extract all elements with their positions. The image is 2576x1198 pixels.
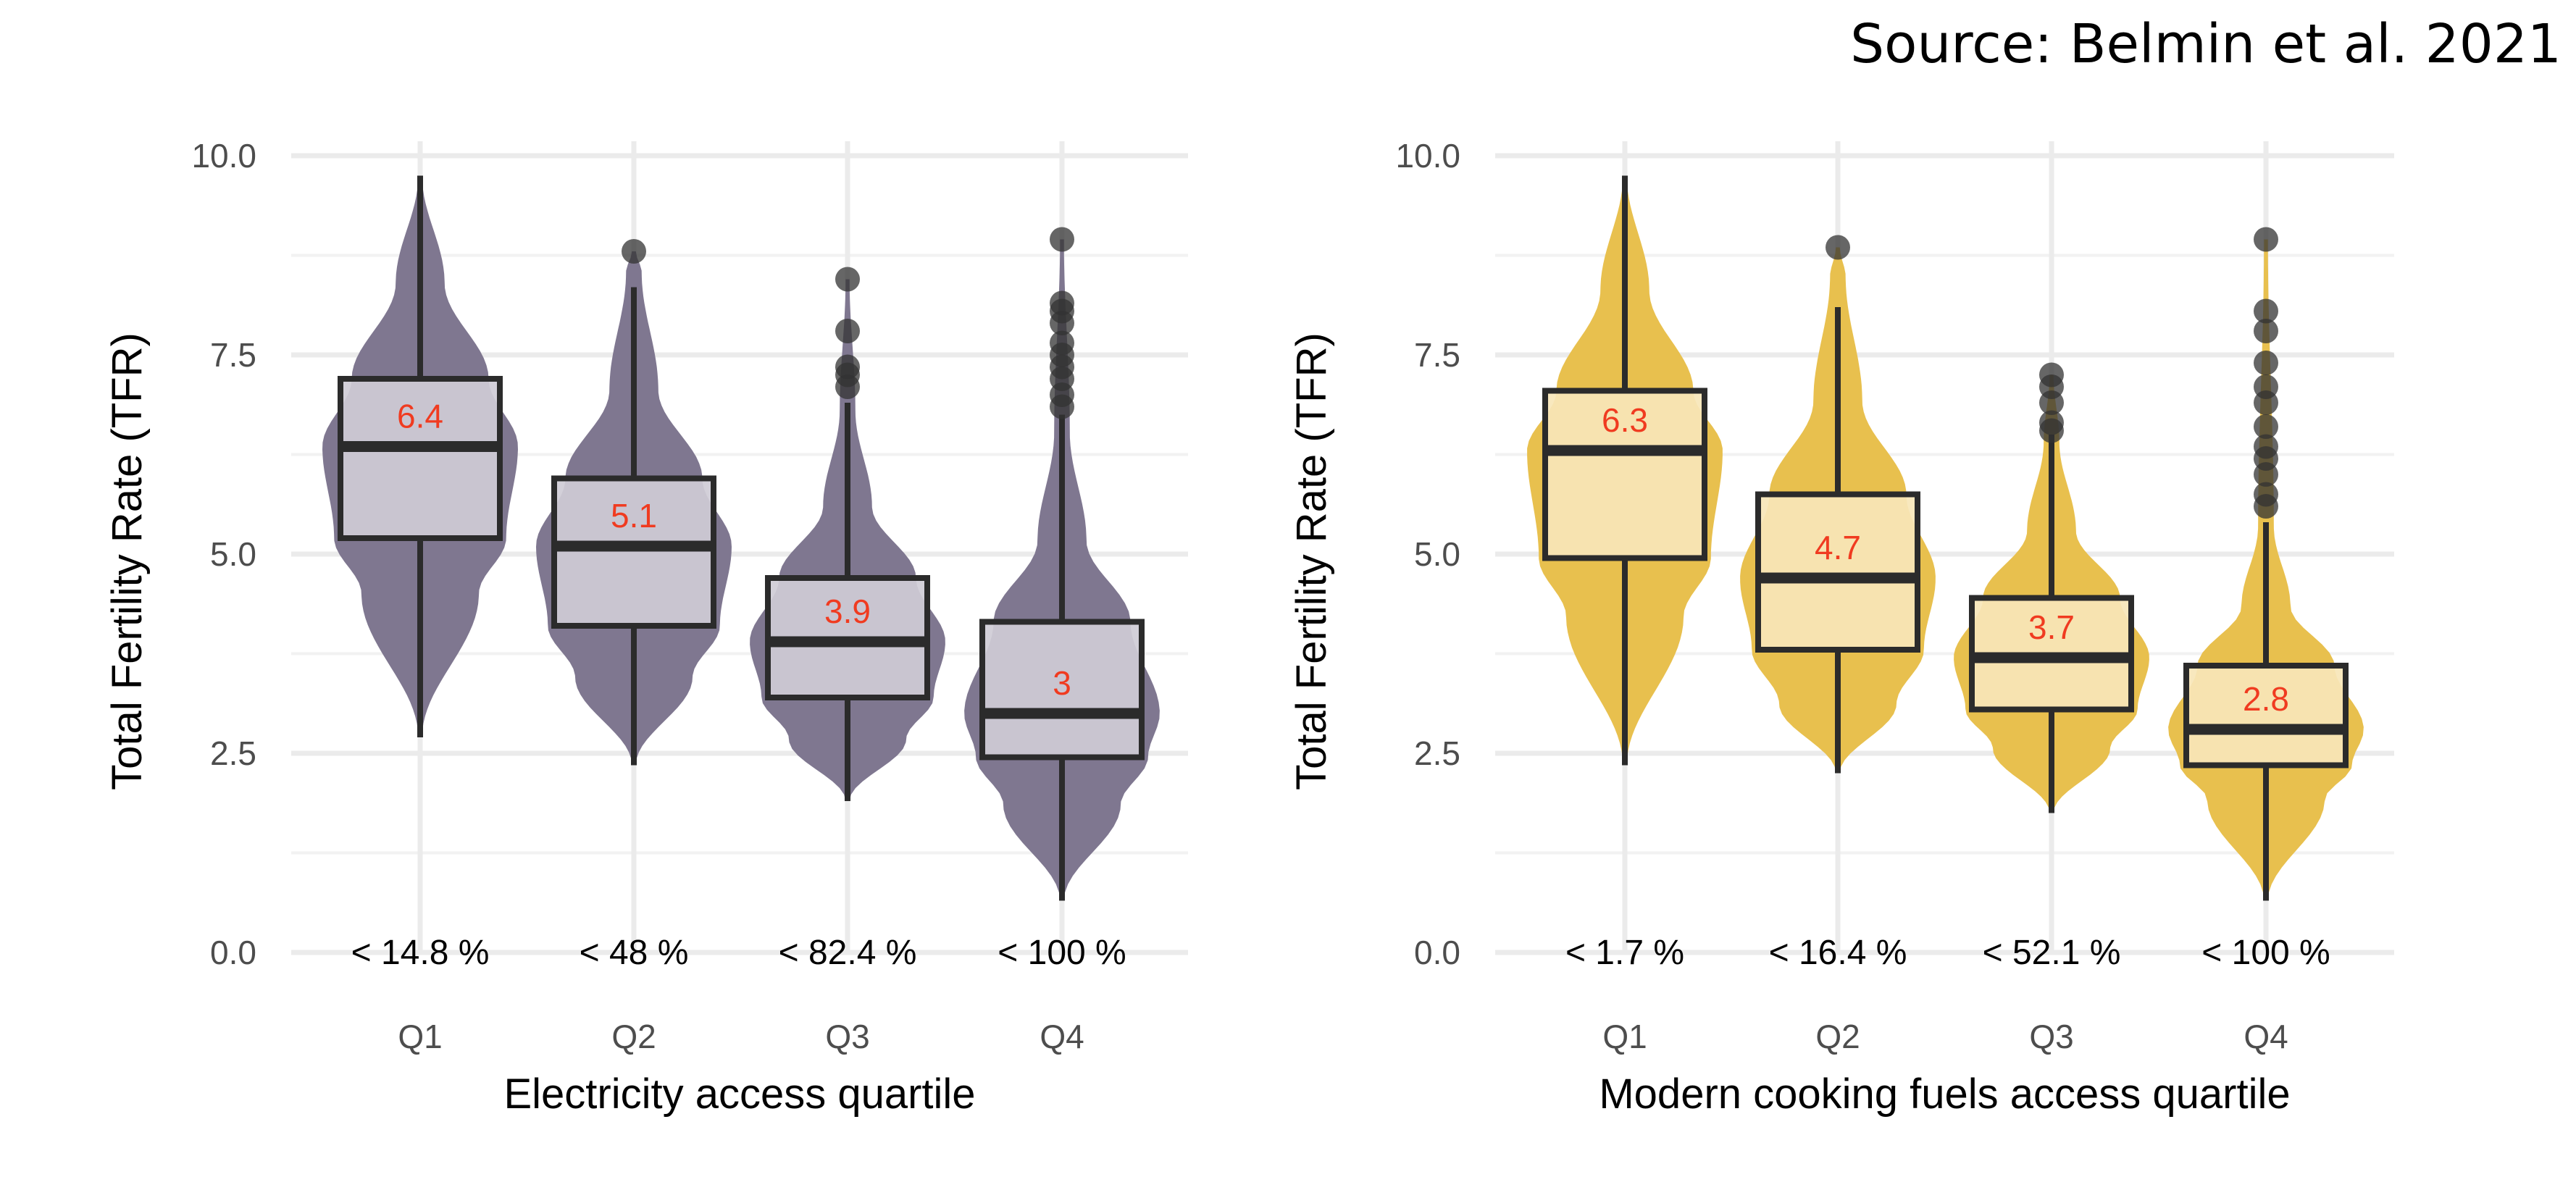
y-tick-label: 0.0 — [210, 934, 256, 971]
outlier-point — [2254, 434, 2278, 459]
outlier-point — [2254, 351, 2278, 375]
y-tick-label: 7.5 — [1414, 336, 1460, 374]
x-tick-label: Q2 — [611, 1018, 656, 1055]
x-axis-title: Modern cooking fuels access quartile — [1599, 1071, 2290, 1118]
outlier-point — [835, 354, 860, 380]
outlier-point — [2254, 482, 2278, 507]
median-value-label: 6.3 — [1602, 401, 1648, 439]
median-value-label: 3.7 — [2028, 608, 2075, 646]
violin-group-Q2: 4.7 < 16.4 % Q2 — [1740, 235, 1936, 1055]
outlier-point — [2254, 298, 2278, 324]
x-tick-label: Q1 — [1602, 1018, 1647, 1055]
y-tick-label: 10.0 — [1395, 137, 1460, 175]
outlier-point — [2254, 319, 2278, 343]
y-tick-label: 0.0 — [1414, 934, 1460, 971]
x-tick-label: Q3 — [825, 1018, 869, 1055]
outlier-point — [2254, 414, 2278, 439]
y-tick-label: 10.0 — [191, 137, 256, 175]
box — [1542, 388, 1707, 561]
quartile-range-label: < 100 % — [998, 934, 1126, 972]
quartile-range-label: < 100 % — [2201, 934, 2330, 972]
box — [551, 475, 716, 629]
outlier-point — [1050, 290, 1074, 316]
quartile-range-label: < 52.1 % — [1983, 934, 2121, 972]
quartile-range-label: < 14.8 % — [351, 934, 490, 972]
outlier-point — [622, 239, 646, 264]
violin-group-Q1: 6.4 < 14.8 % Q1 — [322, 175, 518, 1055]
outlier-point — [2254, 374, 2278, 399]
median-value-label: 2.8 — [2243, 680, 2289, 718]
quartile-range-label: < 16.4 % — [1769, 934, 1907, 972]
x-tick-label: Q2 — [1815, 1018, 1860, 1055]
violin-group-Q4: 2.8 < 100 % Q4 — [2168, 227, 2364, 1055]
outlier-point — [1050, 330, 1074, 356]
y-axis-title: Total Fertility Rate (TFR) — [104, 332, 151, 790]
x-tick-label: Q1 — [398, 1018, 442, 1055]
outlier-point — [1826, 235, 1850, 260]
median-value-label: 6.4 — [397, 398, 443, 435]
quartile-range-label: < 48 % — [580, 934, 689, 972]
x-tick-label: Q3 — [2029, 1018, 2073, 1055]
violin-group-Q1: 6.3 < 1.7 % Q1 — [1527, 175, 1723, 1055]
box — [338, 376, 503, 541]
y-tick-label: 5.0 — [210, 535, 256, 573]
outlier-point — [835, 267, 860, 292]
outlier-point — [2039, 362, 2064, 388]
box — [979, 619, 1145, 761]
median-value-label: 4.7 — [1815, 529, 1861, 566]
chart-panel-1: 0.0 2.5 5.0 7.5 10.0 6.4 < 14.8 % Q1 5.1 < 48 % Q2… — [104, 137, 1188, 1118]
outlier-point — [2039, 410, 2064, 435]
x-axis-title: Electricity access quartile — [503, 1071, 975, 1118]
y-axis-title: Total Fertility Rate (TFR) — [1288, 332, 1335, 790]
chart-panel-2: 0.0 2.5 5.0 7.5 10.0 6.3 < 1.7 % Q1 4.7 < 16.4 % Q… — [1288, 137, 2394, 1118]
quartile-range-label: < 1.7 % — [1565, 934, 1684, 972]
y-tick-label: 2.5 — [1414, 734, 1460, 772]
box — [1755, 491, 1920, 653]
box — [2183, 663, 2349, 768]
outlier-point — [2254, 227, 2278, 252]
median-value-label: 3.9 — [824, 592, 871, 630]
y-tick-label: 2.5 — [210, 734, 256, 772]
median-value-label: 3 — [1053, 664, 1071, 702]
violin-group-Q3: 3.7 < 52.1 % Q3 — [1954, 362, 2149, 1055]
median-value-label: 5.1 — [611, 497, 657, 535]
outlier-point — [1050, 227, 1074, 252]
violin-group-Q3: 3.9 < 82.4 % Q3 — [750, 267, 945, 1055]
violin-group-Q2: 5.1 < 48 % Q2 — [536, 239, 732, 1055]
x-tick-label: Q4 — [2243, 1018, 2288, 1055]
y-tick-label: 5.0 — [1414, 535, 1460, 573]
x-tick-label: Q4 — [1040, 1018, 1084, 1055]
violin-group-Q4: 3 < 100 % Q4 — [964, 227, 1160, 1055]
source-caption: Source: Belmin et al. 2021 — [1850, 13, 2562, 75]
y-tick-label: 7.5 — [210, 336, 256, 374]
quartile-range-label: < 82.4 % — [779, 934, 917, 972]
outlier-point — [835, 319, 860, 343]
